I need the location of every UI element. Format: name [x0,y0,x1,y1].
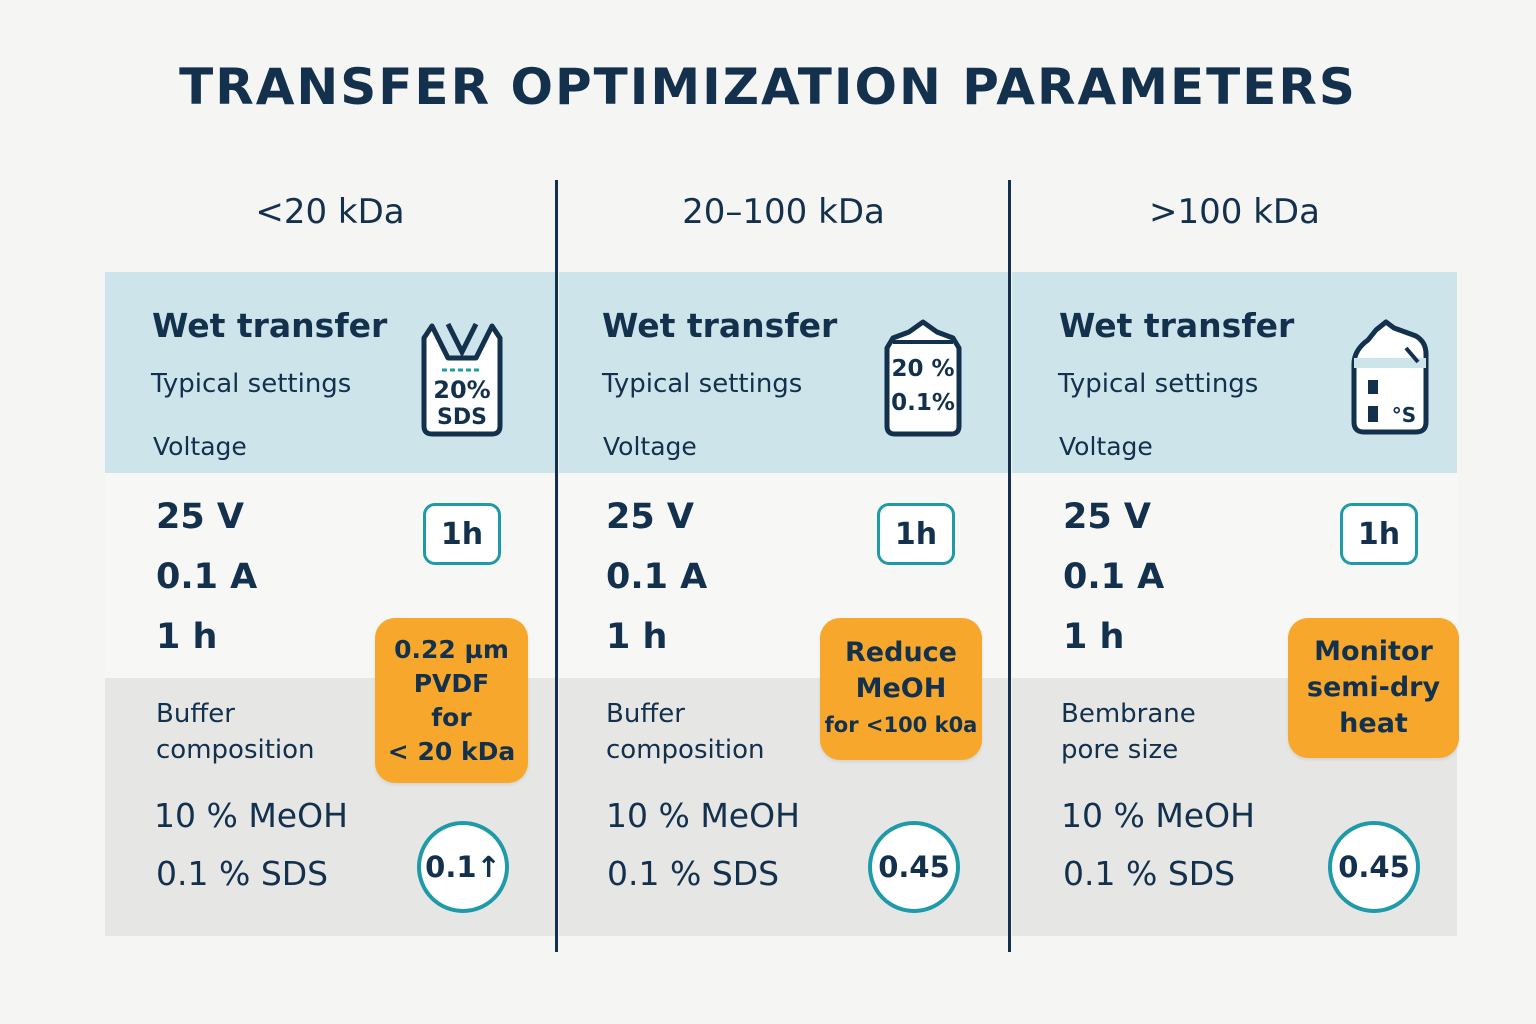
section-label-line2: composition [606,735,765,765]
current-value: 0.1 A [156,557,258,597]
column-divider [555,180,558,952]
section-label-line1: Buffer [606,699,685,729]
note-line: semi-dry [1306,672,1441,703]
pore-size-circle: 0.1↑ [417,821,509,913]
subtitle: Typical settings [1058,369,1259,399]
time-value: 1 h [156,617,218,657]
time-badge: 1h [1340,503,1418,565]
note-line: MeOH [855,673,947,704]
buffer-sds: 0.1 % SDS [156,854,329,893]
tip-note: Monitor semi-dry heat [1288,618,1459,758]
voltage-label: Voltage [1059,432,1153,461]
buffer-bag-icon: °S [1346,318,1434,438]
subtitle: Typical settings [151,369,352,399]
note-line: for <100 k0a [824,713,978,737]
voltage-label: Voltage [153,432,247,461]
buffer-methanol: 10 % MeOH [1061,796,1255,835]
svg-text:0.1%: 0.1% [891,390,955,416]
svg-text:°S: °S [1392,403,1416,427]
note-line: PVDF [413,668,490,698]
buffer-bottle-icon: 20 % 0.1% [879,318,967,438]
time-badge: 1h [423,503,501,565]
note-line: < 20 kDa [387,736,516,766]
page-title: TRANSFER OPTIMIZATION PARAMETERS [179,58,1357,116]
note-line: 0.22 µm [394,634,509,664]
section-label-line1: Buffer [156,699,235,729]
svg-text:20%: 20% [433,376,490,404]
tip-note: Reduce MeOH for <100 k0a [820,618,982,760]
note-line: Reduce [845,637,957,668]
buffer-methanol: 10 % MeOH [606,796,800,835]
svg-text:20 %: 20 % [891,356,954,382]
time-value: 1 h [606,617,668,657]
time-badge: 1h [877,503,955,565]
voltage-value: 25 V [1063,497,1151,537]
current-value: 0.1 A [1063,557,1165,597]
subtitle: Typical settings [602,369,803,399]
note-line: heat [1339,708,1408,739]
voltage-value: 25 V [606,497,694,537]
pore-size-circle: 0.45 [868,821,960,913]
time-value: 1 h [1063,617,1125,657]
buffer-sds: 0.1 % SDS [1063,854,1236,893]
voltage-label: Voltage [603,432,697,461]
column-header: >100 kDa [1149,192,1320,232]
column-medium-proteins: 20–100 kDa Wet transfer Typical settings… [559,192,1008,936]
tip-note: 0.22 µm PVDF for < 20 kDa [375,618,528,783]
column-small-proteins: <20 kDa Wet transfer Typical settings Vo… [105,192,555,936]
voltage-value: 25 V [156,497,244,537]
buffer-bottle-icon: 20% SDS [418,318,506,438]
column-header: 20–100 kDa [682,192,885,232]
method-title: Wet transfer [602,306,838,345]
section-label-line2: pore size [1061,735,1179,765]
buffer-methanol: 10 % MeOH [154,796,348,835]
section-label-line2: composition [156,735,315,765]
current-value: 0.1 A [606,557,708,597]
note-line: for [431,702,472,732]
note-line: Monitor [1314,636,1433,667]
column-divider [1008,180,1011,952]
method-title: Wet transfer [1059,306,1295,345]
section-label-line1: Bembrane [1061,699,1196,729]
method-title: Wet transfer [152,306,388,345]
svg-text:SDS: SDS [437,405,487,430]
column-header: <20 kDa [255,192,405,232]
column-large-proteins: >100 kDa Wet transfer Typical settings V… [1012,192,1459,936]
buffer-sds: 0.1 % SDS [607,854,780,893]
pore-size-circle: 0.45 [1328,821,1420,913]
